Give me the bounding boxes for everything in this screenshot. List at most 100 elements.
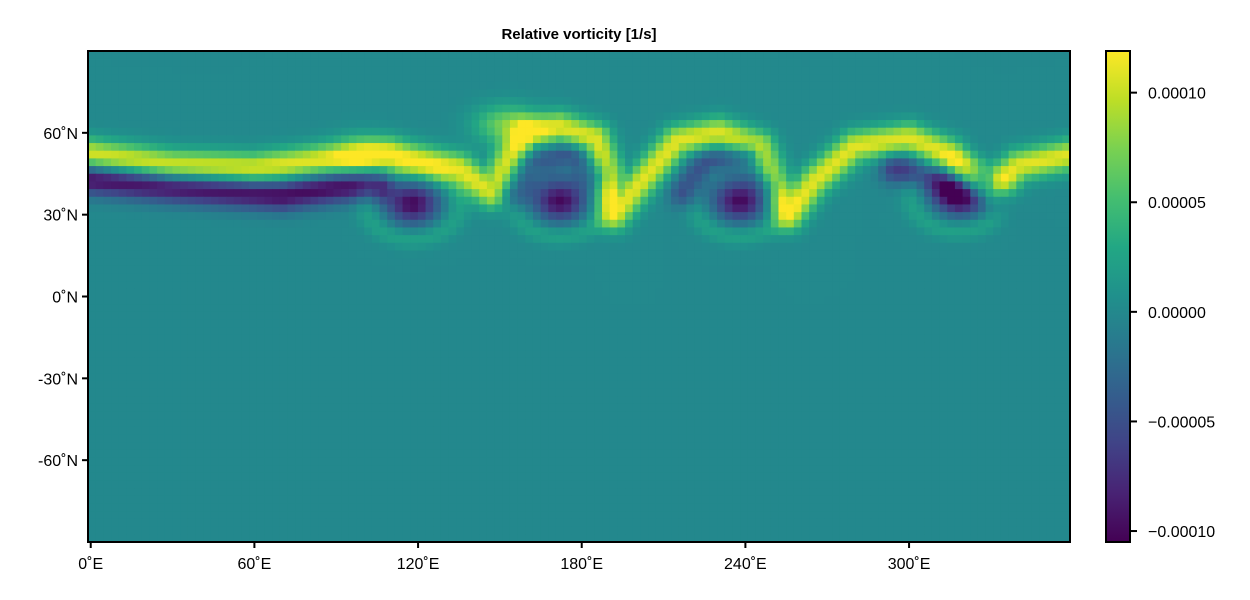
heatmap-cell (479, 242, 488, 252)
heatmap-cell (885, 120, 895, 129)
heatmap-cell (233, 189, 243, 198)
heatmap-cell (563, 120, 572, 129)
heatmap-cell (847, 173, 856, 183)
heatmap-cell (1016, 219, 1025, 229)
heatmap-cell (939, 235, 948, 244)
heatmap-cell (678, 89, 687, 98)
heatmap-cell (440, 127, 450, 136)
heatmap-cell (663, 265, 672, 275)
heatmap-cell (878, 196, 887, 206)
heatmap-cell (210, 235, 220, 244)
heatmap-cell (640, 196, 649, 206)
heatmap-cell (1016, 212, 1025, 221)
heatmap-cell (579, 327, 588, 336)
heatmap-cell (1062, 242, 1071, 252)
heatmap-cell (256, 74, 266, 83)
heatmap-cell (425, 89, 434, 98)
heatmap-cell (740, 150, 749, 159)
heatmap-cell (770, 66, 780, 75)
heatmap-cell (118, 311, 127, 321)
heatmap-cell (632, 304, 641, 313)
heatmap-cell (655, 51, 664, 60)
heatmap-cell (571, 97, 580, 106)
heatmap-cell (655, 227, 664, 236)
heatmap-cell (440, 120, 450, 129)
heatmap-cell (134, 181, 143, 190)
heatmap-cell (302, 334, 312, 344)
heatmap-cell (111, 342, 120, 351)
heatmap-cell (847, 66, 856, 75)
heatmap-cell (755, 150, 764, 159)
heatmap-cell (456, 97, 465, 106)
heatmap-cell (939, 250, 948, 259)
heatmap-cell (586, 58, 595, 67)
heatmap-cell (172, 273, 181, 282)
heatmap-cell (318, 181, 327, 190)
heatmap-cell (655, 173, 664, 183)
heatmap-cell (970, 342, 979, 351)
heatmap-cell (417, 58, 427, 67)
heatmap-cell (939, 288, 948, 298)
heatmap-cell (440, 143, 450, 152)
heatmap-cell (394, 219, 404, 229)
heatmap-cell (993, 212, 1002, 221)
heatmap-cell (824, 327, 833, 336)
heatmap-cell (95, 319, 104, 328)
heatmap-cell (571, 127, 580, 136)
heatmap-cell (532, 166, 542, 175)
heatmap-cell (494, 250, 503, 259)
heatmap-cell (149, 58, 158, 67)
heatmap-cell (947, 166, 956, 175)
heatmap-cell (740, 342, 749, 351)
heatmap-cell (655, 120, 664, 129)
heatmap-cell (402, 66, 411, 75)
heatmap-cell (801, 273, 810, 282)
heatmap-cell (1062, 334, 1071, 344)
heatmap-cell (893, 173, 902, 183)
heatmap-cell (233, 281, 243, 290)
heatmap-cell (901, 158, 910, 167)
heatmap-cell (809, 288, 818, 298)
heatmap-cell (502, 66, 511, 75)
heatmap-cell (977, 196, 987, 206)
heatmap-cell (832, 250, 841, 259)
heatmap-cell (686, 166, 695, 175)
heatmap-cell (226, 273, 235, 282)
heatmap-cell (417, 319, 427, 328)
heatmap-cell (809, 212, 818, 221)
heatmap-cell (249, 235, 258, 244)
heatmap-cell (571, 158, 580, 167)
heatmap-cell (364, 204, 373, 213)
heatmap-cell (686, 250, 695, 259)
heatmap-cell (916, 288, 925, 298)
heatmap-cell (456, 288, 465, 298)
heatmap-cell (103, 181, 112, 190)
heatmap-cell (1000, 281, 1010, 290)
heatmap-cell (816, 81, 826, 90)
heatmap-cell (993, 258, 1002, 267)
heatmap-cell (333, 166, 342, 175)
heatmap-cell (256, 235, 266, 244)
heatmap-cell (640, 235, 649, 244)
heatmap-cell (985, 143, 994, 152)
heatmap-cell (279, 212, 289, 221)
heatmap-cell (893, 127, 902, 136)
heatmap-cell (724, 89, 734, 98)
heatmap-cell (678, 58, 687, 67)
heatmap-cell (471, 258, 480, 267)
heatmap-cell (1016, 181, 1025, 190)
heatmap-cell (509, 250, 519, 259)
heatmap-cell (924, 235, 933, 244)
heatmap-cell (1039, 150, 1048, 159)
heatmap-cell (632, 281, 641, 290)
heatmap-cell (579, 258, 588, 267)
heatmap-cell (195, 81, 204, 90)
heatmap-cell (555, 81, 565, 90)
heatmap-cell (218, 342, 227, 351)
heatmap-cell (410, 273, 419, 282)
heatmap-cell (878, 158, 887, 167)
heatmap-cell (203, 273, 212, 282)
heatmap-cell (862, 120, 872, 129)
heatmap-cell (663, 258, 672, 267)
heatmap-cell (341, 235, 350, 244)
